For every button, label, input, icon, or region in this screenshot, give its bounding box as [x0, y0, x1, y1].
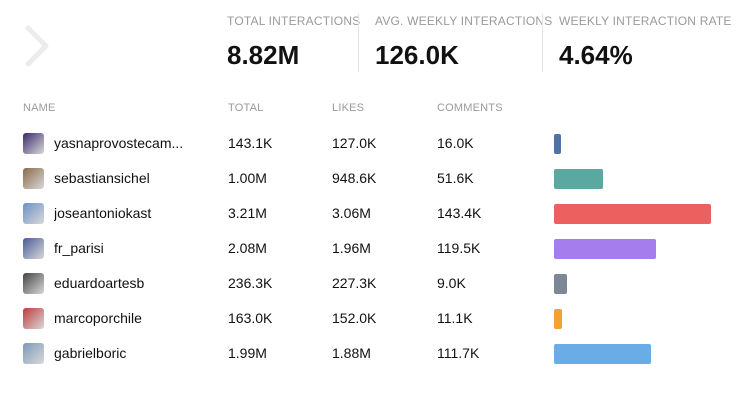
avatar[interactable] — [23, 238, 44, 259]
comments-value: 143.4K — [437, 205, 482, 221]
account-name[interactable]: joseantoniokast — [54, 205, 152, 221]
interaction-share-bar — [554, 344, 651, 364]
likes-value: 1.96M — [332, 240, 371, 256]
chevron-right-icon[interactable] — [22, 24, 52, 68]
total-value: 3.21M — [228, 205, 267, 221]
interaction-share-bar — [554, 239, 656, 259]
accounts-table: yasnaprovostecam... 143.1K 127.0K 16.0K seba… — [0, 126, 747, 371]
avatar[interactable] — [23, 168, 44, 189]
stat-label: TOTAL INTERACTIONS — [227, 14, 361, 28]
comments-value: 16.0K — [437, 135, 474, 151]
column-header-comments[interactable]: COMMENTS — [437, 102, 503, 114]
table-header: NAME TOTAL LIKES COMMENTS — [0, 102, 747, 116]
account-name[interactable]: marcoporchile — [54, 310, 142, 326]
table-row[interactable]: marcoporchile 163.0K 152.0K 11.1K — [0, 301, 747, 336]
stat-total-interactions: TOTAL INTERACTIONS 8.82M — [227, 14, 360, 74]
account-name[interactable]: yasnaprovostecam... — [54, 135, 184, 151]
table-row[interactable]: joseantoniokast 3.21M 3.06M 143.4K — [0, 196, 747, 231]
stat-value: 126.0K — [375, 40, 459, 70]
total-value: 1.99M — [228, 345, 267, 361]
comments-value: 111.7K — [437, 345, 480, 361]
interaction-share-bar — [554, 169, 603, 189]
likes-value: 3.06M — [332, 205, 371, 221]
interaction-share-bar — [554, 204, 711, 224]
table-row[interactable]: gabrielboric 1.99M 1.88M 111.7K — [0, 336, 747, 371]
account-name[interactable]: fr_parisi — [54, 240, 104, 256]
total-value: 143.1K — [228, 135, 273, 151]
comments-value: 51.6K — [437, 170, 474, 186]
stat-value: 8.82M — [227, 40, 300, 70]
likes-value: 127.0K — [332, 135, 377, 151]
avatar[interactable] — [23, 343, 44, 364]
stat-label: AVG. WEEKLY INTERACTIONS — [375, 14, 553, 28]
likes-value: 152.0K — [332, 310, 377, 326]
stat-avg-weekly-interactions: AVG. WEEKLY INTERACTIONS 126.0K — [375, 14, 553, 74]
stat-value: 4.64% — [559, 40, 633, 70]
column-header-name[interactable]: NAME — [23, 102, 56, 114]
avatar[interactable] — [23, 133, 44, 154]
interaction-share-bar — [554, 309, 562, 329]
total-value: 163.0K — [228, 310, 273, 326]
stat-label: WEEKLY INTERACTION RATE — [559, 14, 732, 28]
likes-value: 1.88M — [332, 345, 371, 361]
avatar[interactable] — [23, 203, 44, 224]
interaction-share-bar — [554, 274, 567, 294]
total-value: 1.00M — [228, 170, 267, 186]
account-name[interactable]: eduardoartesb — [54, 275, 145, 291]
account-name[interactable]: sebastiansichel — [54, 170, 150, 186]
stat-weekly-interaction-rate: WEEKLY INTERACTION RATE 4.64% — [559, 14, 732, 74]
total-value: 236.3K — [228, 275, 273, 291]
divider — [542, 14, 543, 72]
table-row[interactable]: eduardoartesb 236.3K 227.3K 9.0K — [0, 266, 747, 301]
interaction-share-bar — [554, 134, 561, 154]
table-row[interactable]: yasnaprovostecam... 143.1K 127.0K 16.0K — [0, 126, 747, 161]
avatar[interactable] — [23, 308, 44, 329]
column-header-likes[interactable]: LIKES — [332, 102, 365, 114]
comments-value: 9.0K — [437, 275, 466, 291]
summary-stats: TOTAL INTERACTIONS 8.82M AVG. WEEKLY INT… — [0, 0, 747, 80]
divider — [358, 14, 359, 72]
table-row[interactable]: fr_parisi 2.08M 1.96M 119.5K — [0, 231, 747, 266]
table-row[interactable]: sebastiansichel 1.00M 948.6K 51.6K — [0, 161, 747, 196]
likes-value: 227.3K — [332, 275, 377, 291]
total-value: 2.08M — [228, 240, 267, 256]
comments-value: 119.5K — [437, 240, 481, 256]
comments-value: 11.1K — [437, 310, 473, 326]
avatar[interactable] — [23, 273, 44, 294]
column-header-total[interactable]: TOTAL — [228, 102, 264, 114]
account-name[interactable]: gabrielboric — [54, 345, 127, 361]
likes-value: 948.6K — [332, 170, 377, 186]
